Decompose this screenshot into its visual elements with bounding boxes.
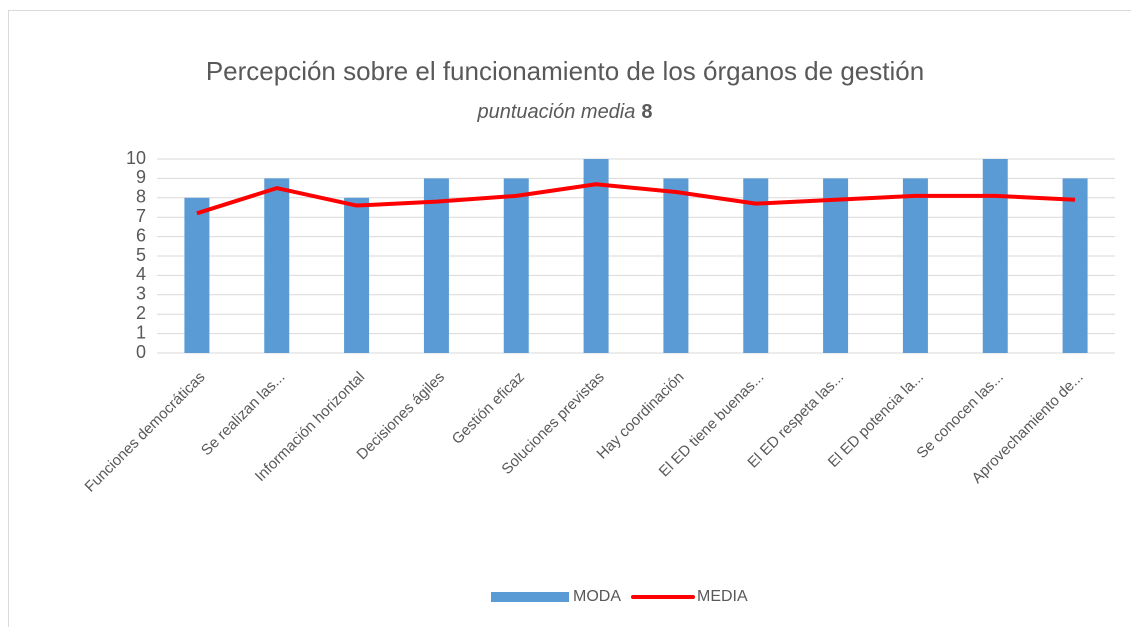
y-tick-label: 5 xyxy=(136,245,146,265)
bar xyxy=(982,159,1008,353)
y-tick-label: 8 xyxy=(136,187,146,207)
legend-swatch xyxy=(491,592,569,602)
y-tick-label: 9 xyxy=(136,167,146,187)
y-tick-label: 7 xyxy=(136,206,146,226)
y-tick-label: 6 xyxy=(136,225,146,245)
bar xyxy=(344,197,370,353)
bar xyxy=(264,178,290,353)
subtitle-text: puntuación media xyxy=(476,101,635,123)
subtitle-value: 8 xyxy=(641,101,652,123)
line xyxy=(196,182,1076,216)
y-tick-label: 0 xyxy=(136,342,146,362)
y-tick-label: 10 xyxy=(126,148,146,168)
chart-subtitle: puntuación media 8 xyxy=(476,101,652,123)
bar xyxy=(1062,178,1088,353)
bar xyxy=(823,178,849,353)
chart-title: Percepción sobre el funcionamiento de lo… xyxy=(206,56,924,86)
bar xyxy=(902,178,928,353)
y-tick-label: 1 xyxy=(136,322,146,342)
bar xyxy=(663,178,689,353)
legend-label: MEDIA xyxy=(697,588,748,605)
y-tick-label: 4 xyxy=(136,264,146,284)
bar xyxy=(503,178,529,353)
bar xyxy=(423,178,449,353)
bar xyxy=(583,159,609,353)
y-tick-label: 2 xyxy=(136,303,146,323)
bar xyxy=(184,197,210,353)
bar xyxy=(743,178,769,353)
y-tick-label: 3 xyxy=(136,284,146,304)
legend-label: MODA xyxy=(573,588,621,605)
